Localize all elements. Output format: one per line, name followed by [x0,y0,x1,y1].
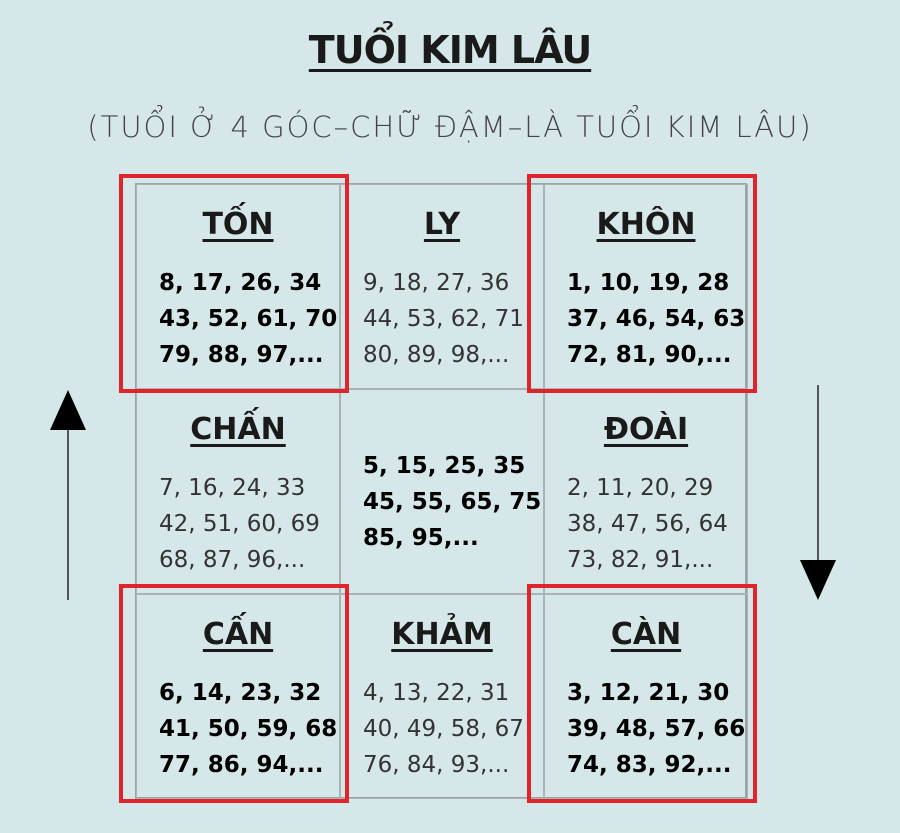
age-line: 80, 89, 98,... [363,342,510,368]
age-line: 77, 86, 94,... [159,752,324,778]
cell: KHẢM 4, 13, 22, 31 40, 49, 58, 67 76, 84, 9… [340,594,544,799]
age-line: 42, 51, 60, 69 [159,511,320,537]
age-line: 8, 17, 26, 34 [159,270,322,296]
cell-lines: 1, 10, 19, 28 37, 46, 54, 63 72, 81, 90,..… [567,265,745,373]
age-line: 40, 49, 58, 67 [363,716,524,742]
cell-lines: 6, 14, 23, 32 41, 50, 59, 68 77, 86, 94,..… [159,675,337,783]
age-line: 79, 88, 97,... [159,342,324,368]
down-arrow [800,385,836,600]
age-line: 37, 46, 54, 63 [567,306,746,332]
age-line: 45, 55, 65, 75 [363,489,542,515]
highlight-box [527,174,757,393]
highlight-box [119,174,349,393]
age-line: 7, 16, 24, 33 [159,475,306,501]
age-line: 68, 87, 96,... [159,547,306,573]
cell-lines: 4, 13, 22, 31 40, 49, 58, 67 76, 84, 93,..… [363,675,524,783]
cell: CẤN 6, 14, 23, 32 41, 50, 59, 68 77, 86, 94… [136,594,340,799]
age-line: 74, 83, 92,... [567,752,732,778]
age-line: 4, 13, 22, 31 [363,680,510,706]
age-line: 39, 48, 57, 66 [567,716,746,742]
subtitle: (TUỔI Ở 4 GÓC–CHỮ ĐẬM–LÀ TUỔI KIM LÂU) [87,110,813,144]
age-line: 76, 84, 93,... [363,752,510,778]
cell-lines: 8, 17, 26, 34 43, 52, 61, 70 79, 88, 97,..… [159,265,337,373]
grid: TỐN 8, 17, 26, 34 43, 52, 61, 70 79, 88, 97… [135,183,748,799]
cell-name: ĐOÀI [603,412,689,447]
cell: CHẤN 7, 16, 24, 33 42, 51, 60, 69 68, 87, 9… [136,389,340,594]
up-arrow [50,390,86,600]
cell: 5, 15, 25, 35 45, 55, 65, 75 85, 95,... [340,389,544,594]
age-line: 9, 18, 27, 36 [363,270,510,296]
cell: CÀN 3, 12, 21, 30 39, 48, 57, 66 74, 83, 92… [544,594,748,799]
age-line: 43, 52, 61, 70 [159,306,338,332]
cell-name: CẤN [202,617,274,652]
cell-name: CHẤN [190,412,286,447]
age-line: 3, 12, 21, 30 [567,680,730,706]
title: TUỔI KIM LÂU [308,28,592,72]
age-line: 44, 53, 62, 71 [363,306,524,332]
age-line: 2, 11, 20, 29 [567,475,714,501]
cell-name: KHÔN [596,207,696,242]
age-line: 5, 15, 25, 35 [363,453,526,479]
cell-lines: 5, 15, 25, 35 45, 55, 65, 75 85, 95,... [363,448,541,556]
age-line: 73, 82, 91,... [567,547,714,573]
cell-lines: 7, 16, 24, 33 42, 51, 60, 69 68, 87, 96,..… [159,470,320,578]
age-line: 38, 47, 56, 64 [567,511,728,537]
cell: LY 9, 18, 27, 36 44, 53, 62, 71 80, 89, 98,… [340,184,544,389]
cell-lines: 3, 12, 21, 30 39, 48, 57, 66 74, 83, 92,..… [567,675,745,783]
cell: TỐN 8, 17, 26, 34 43, 52, 61, 70 79, 88, 97… [136,184,340,389]
cell: ĐOÀI 2, 11, 20, 29 38, 47, 56, 64 73, 82, 9… [544,389,748,594]
highlight-box [527,584,757,803]
cell-name: LY [423,207,461,242]
cell-lines: 2, 11, 20, 29 38, 47, 56, 64 73, 82, 91,..… [567,470,728,578]
cell: KHÔN 1, 10, 19, 28 37, 46, 54, 63 72, 81, 9… [544,184,748,389]
cell-name: TỐN [202,207,274,242]
cell-name: KHẢM [391,617,493,652]
age-line: 41, 50, 59, 68 [159,716,338,742]
cell-name: CÀN [610,617,682,652]
age-line: 1, 10, 19, 28 [567,270,730,296]
age-line: 6, 14, 23, 32 [159,680,322,706]
cell-lines: 9, 18, 27, 36 44, 53, 62, 71 80, 89, 98,..… [363,265,524,373]
age-line: 85, 95,... [363,525,479,551]
age-line: 72, 81, 90,... [567,342,732,368]
highlight-box [119,584,349,803]
